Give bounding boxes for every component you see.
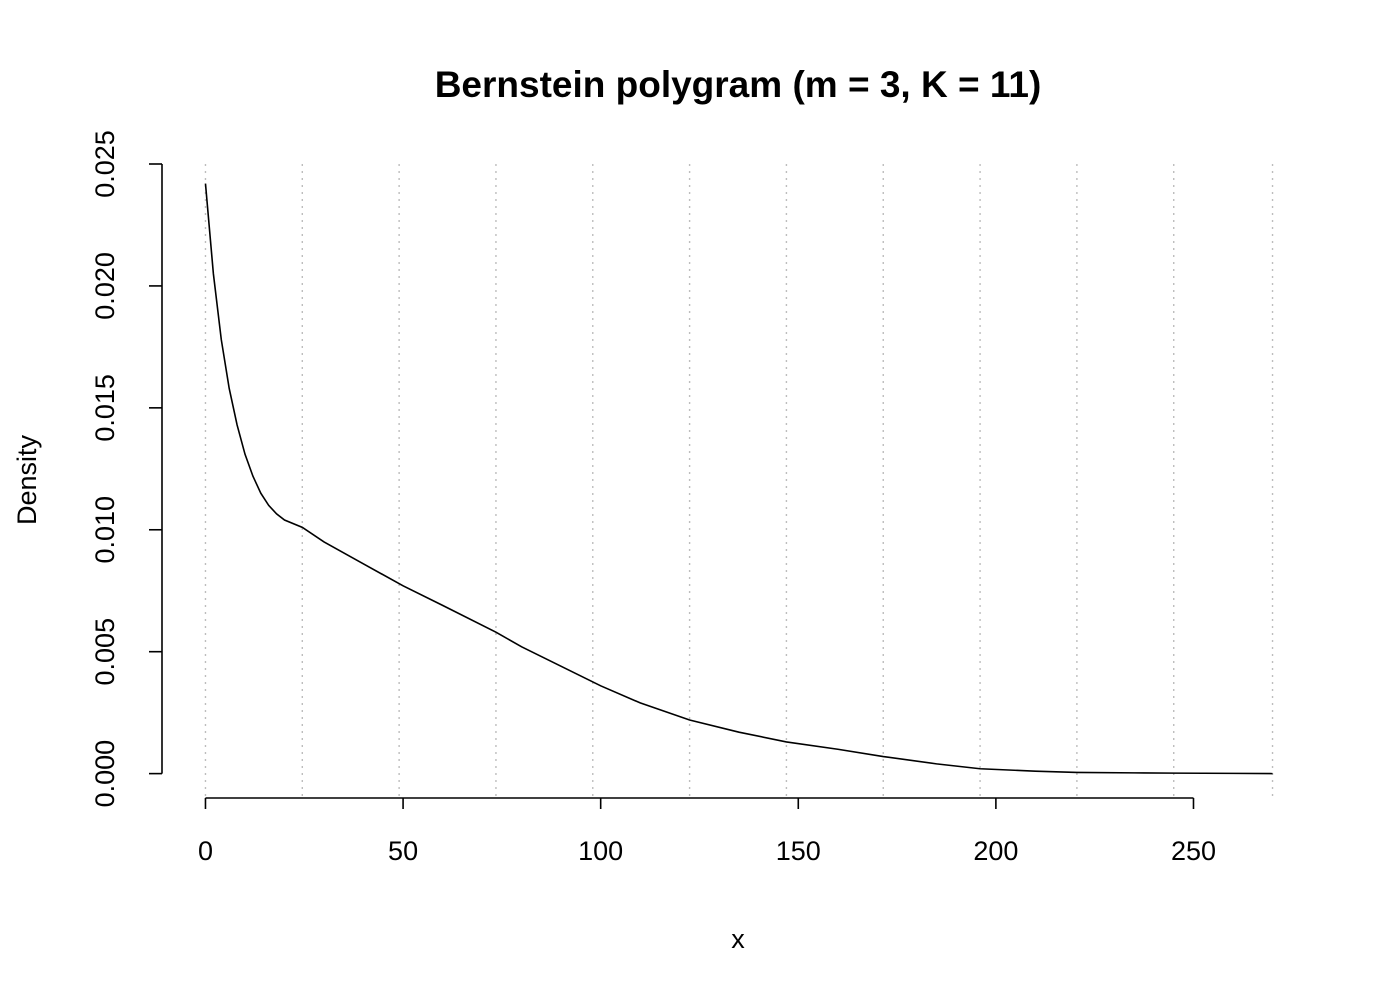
x-tick-label-0: 0: [198, 836, 213, 866]
y-tick-label-5: 0.025: [90, 130, 120, 198]
axes-layer: 0 50 100 150 200 250 0.000 0.005 0.010 0.015 0.020…: [90, 130, 1216, 866]
y-tick-label-2: 0.010: [90, 496, 120, 564]
y-tick-label-1: 0.005: [90, 618, 120, 686]
x-tick-label-2: 100: [578, 836, 623, 866]
x-tick-label-3: 150: [776, 836, 821, 866]
y-tick-label-0: 0.000: [90, 740, 120, 808]
x-tick-label-1: 50: [388, 836, 418, 866]
y-tick-label-3: 0.015: [90, 374, 120, 442]
grid-layer: [204, 164, 1274, 798]
chart-title: Bernstein polygram (m = 3, K = 11): [435, 64, 1042, 105]
x-axis-label: x: [731, 924, 745, 954]
curve-layer: [204, 183, 1273, 775]
y-axis-label: Density: [12, 434, 42, 525]
y-tick-label-4: 0.020: [90, 252, 120, 320]
density-curve-0: [204, 183, 1273, 775]
x-tick-label-4: 200: [973, 836, 1018, 866]
x-tick-label-5: 250: [1171, 836, 1216, 866]
